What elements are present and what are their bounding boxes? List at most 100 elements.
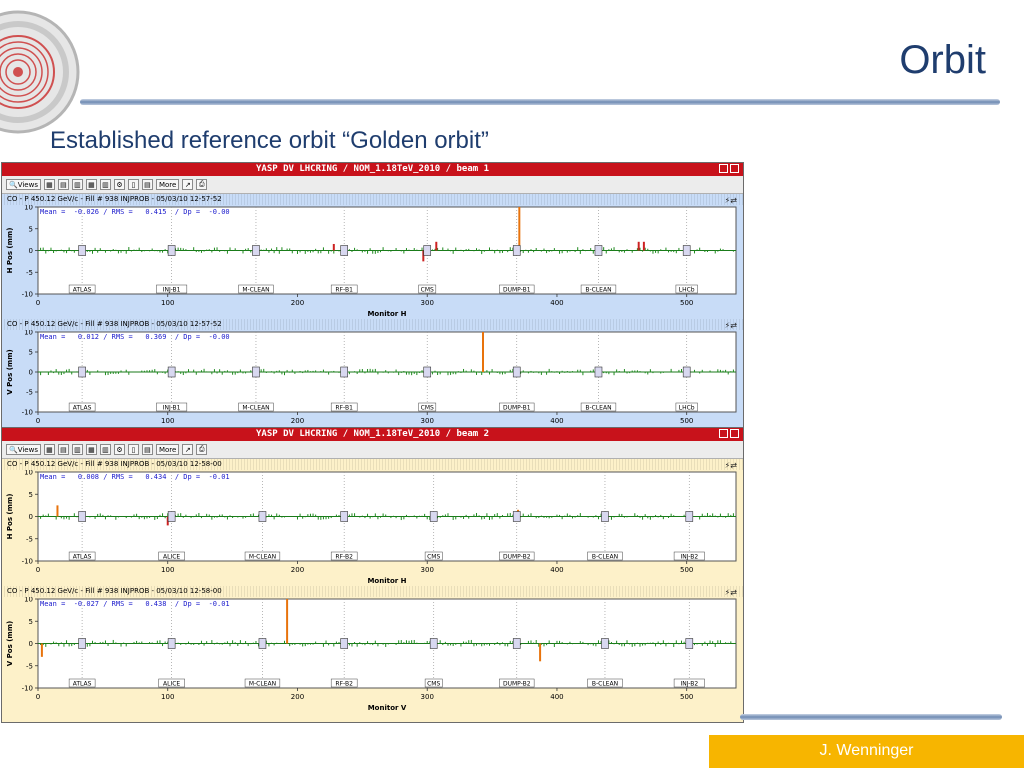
ip-box (340, 366, 348, 378)
ip-box (423, 245, 432, 256)
ip-label: RF-B1 (335, 287, 353, 294)
y-axis-label: V Pos (mm) (6, 621, 14, 666)
title-rule (80, 99, 1000, 105)
list-icon[interactable]: ▤ (141, 179, 153, 190)
more-button[interactable]: More (155, 179, 180, 190)
ip-label-box (238, 402, 274, 412)
ip-label-box (244, 551, 281, 561)
layout-icon[interactable]: ▤ (57, 179, 69, 190)
x-tick-label: 100 (161, 693, 174, 701)
x-tick-label: 500 (680, 693, 693, 701)
x-tick-label: 0 (36, 693, 40, 701)
ip-label: ALICE (163, 554, 180, 561)
ip-label-box (330, 551, 358, 561)
ip-box (167, 245, 176, 256)
ip-box (258, 638, 267, 649)
y-tick-label: -5 (26, 269, 33, 277)
ip-label: M-CLEAN (249, 681, 276, 688)
ip-box (78, 638, 86, 649)
ip-label: B-CLEAN (585, 287, 611, 294)
x-tick-label: 400 (550, 299, 563, 307)
ip-box (512, 511, 521, 522)
list-icon[interactable]: ▤ (141, 444, 153, 455)
views-button[interactable]: 🔍 Views (6, 444, 41, 455)
ip-label-box (68, 678, 96, 688)
print-icon[interactable]: ⎙ (196, 444, 208, 455)
settings-icon[interactable]: ⚙ (113, 444, 125, 455)
page-icon[interactable]: ▯ (127, 444, 139, 455)
ip-label: CMS (421, 287, 434, 294)
ip-box (78, 511, 86, 522)
table-icon[interactable]: ▦ (85, 179, 97, 190)
layout-icon[interactable]: ▤ (57, 444, 69, 455)
ip-label: B-CLEAN (592, 554, 618, 561)
ip-label: M-CLEAN (242, 287, 269, 294)
ip-box (78, 245, 86, 256)
x-tick-label: 0 (36, 566, 40, 574)
minimize-icon[interactable] (719, 429, 728, 438)
split-icon[interactable]: ▥ (71, 444, 83, 455)
ip-box (512, 245, 521, 256)
views-button[interactable]: 🔍 Views (6, 179, 41, 190)
ip-box (429, 638, 438, 649)
panel-header: CO - P 450.12 GeV/c - Fill # 938 INJPROB… (2, 459, 743, 470)
plot-area: 10 5 0 -5 -10 0 100 200 300 400 500 H Pos (mm) Monit… (2, 205, 743, 319)
plot-area: 10 5 0 -5 -10 0 100 200 300 400 500 V Pos (mm) ATLAS… (2, 330, 743, 435)
x-tick-label: 500 (680, 299, 693, 307)
grid-icon[interactable]: ▦ (43, 179, 55, 190)
y-tick-label: -10 (22, 685, 33, 693)
slide-subtitle: Established reference orbit “Golden orbi… (50, 127, 489, 154)
ip-label-box (580, 402, 617, 412)
print-icon[interactable]: ⎙ (196, 179, 208, 190)
columns-icon[interactable]: ▥ (99, 444, 111, 455)
more-button[interactable]: More (155, 444, 180, 455)
panel-tools-icon[interactable]: ⚡⇄ (724, 588, 737, 597)
ip-label: RF-B2 (335, 681, 353, 688)
ip-label: B-CLEAN (585, 405, 611, 412)
page-icon[interactable]: ▯ (127, 179, 139, 190)
panel-tools-icon[interactable]: ⚡⇄ (724, 461, 737, 470)
panel-header: CO - P 450.12 GeV/c - Fill # 938 INJPROB… (2, 194, 743, 205)
x-tick-label: 200 (291, 299, 304, 307)
ip-label-box (68, 551, 96, 561)
panel-tools-icon[interactable]: ⚡⇄ (724, 321, 737, 330)
y-tick-label: 5 (29, 491, 33, 499)
window-title: YASP DV LHCRING / NOM_1.18TeV_2010 / bea… (256, 429, 489, 439)
x-tick-label: 300 (421, 417, 434, 425)
ip-label-box (68, 284, 96, 294)
x-tick-label: 400 (550, 417, 563, 425)
ip-label: DUMP-B2 (503, 681, 531, 688)
x-axis-label: Monitor V (368, 704, 407, 712)
maximize-icon[interactable] (730, 429, 739, 438)
ip-label-box (244, 678, 281, 688)
ip-box (594, 366, 603, 378)
ip-label: RF-B1 (335, 405, 353, 412)
window-titlebar: YASP DV LHCRING / NOM_1.18TeV_2010 / bea… (2, 163, 743, 176)
ip-label-box (156, 284, 188, 294)
maximize-icon[interactable] (730, 164, 739, 173)
y-tick-label: 10 (24, 597, 33, 604)
settings-icon[interactable]: ⚙ (113, 179, 125, 190)
ip-box (682, 366, 691, 378)
table-icon[interactable]: ▦ (85, 444, 97, 455)
window-toolbar: 🔍 Views ▦ ▤ ▥ ▦ ▥ ⚙ ▯ ▤ More ↗ ⎙ (2, 441, 743, 459)
x-tick-label: 100 (161, 299, 174, 307)
ip-label-box (499, 551, 535, 561)
x-tick-label: 100 (161, 566, 174, 574)
panel-tools-icon[interactable]: ⚡⇄ (724, 196, 737, 205)
x-tick-label: 200 (291, 417, 304, 425)
x-tick-label: 0 (36, 417, 40, 425)
ip-label: INJ-B1 (163, 405, 181, 412)
columns-icon[interactable]: ▥ (99, 179, 111, 190)
export-icon[interactable]: ↗ (182, 179, 194, 190)
y-tick-label: 0 (29, 369, 33, 377)
lhc-logo (0, 10, 80, 134)
minimize-icon[interactable] (719, 164, 728, 173)
split-icon[interactable]: ▥ (71, 179, 83, 190)
grid-icon[interactable]: ▦ (43, 444, 55, 455)
window-title: YASP DV LHCRING / NOM_1.18TeV_2010 / bea… (256, 164, 489, 174)
ip-box (78, 366, 86, 378)
ip-box (167, 366, 176, 378)
export-icon[interactable]: ↗ (182, 444, 194, 455)
